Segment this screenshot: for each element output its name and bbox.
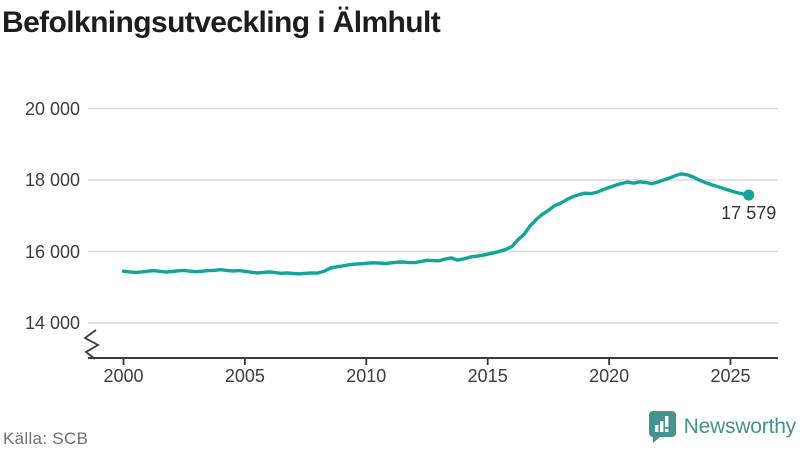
page-title: Befolkningsutveckling i Älmhult: [2, 6, 441, 39]
last-value-label: 17 579: [721, 203, 777, 224]
axis-break-icon: [83, 329, 100, 360]
source-label: Källa: SCB: [3, 429, 89, 448]
newsworthy-logo[interactable]: Newsworthy: [648, 410, 796, 443]
y-tick-label: 14 000: [24, 313, 80, 333]
x-tick-label: 2000: [103, 366, 144, 386]
x-tick-label: 2010: [346, 366, 387, 386]
y-tick-label: 20 000: [24, 98, 80, 119]
x-tick-label: 2025: [710, 366, 751, 386]
y-tick-label: 16 000: [24, 241, 80, 262]
y-tick-label: 18 000: [24, 170, 80, 190]
x-tick-label: 2005: [224, 366, 265, 386]
x-tick-label: 2020: [589, 366, 630, 386]
x-tick-label: 2015: [467, 366, 508, 386]
newsworthy-icon: [648, 411, 676, 443]
newsworthy-wordmark: Newsworthy: [683, 414, 797, 438]
population-line: [121, 172, 751, 276]
last-point-marker: [743, 189, 755, 201]
